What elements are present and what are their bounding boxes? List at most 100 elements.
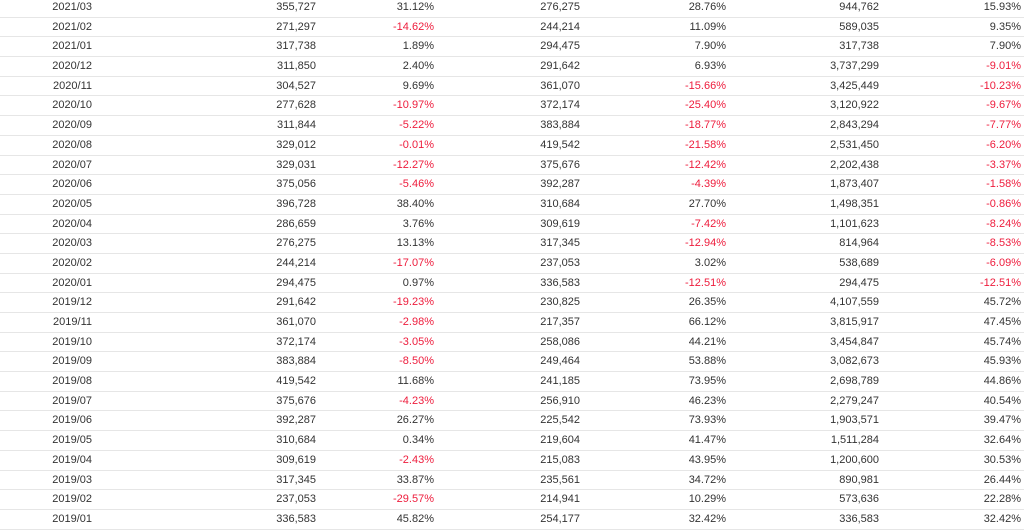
table-row: 2019/11 361,070 -2.98% 217,357 66.12% 3,815,9… — [0, 313, 1024, 333]
table-row: 2020/09 311,844 -5.22% 383,884 -18.77% 2,843,… — [0, 116, 1024, 136]
change-cell-2: 32.42% — [688, 512, 726, 525]
value-cell-2: 249,464 — [540, 355, 580, 368]
change-cell-1: -17.07% — [393, 256, 434, 269]
cumulative-change-cell: -3.37% — [986, 158, 1021, 171]
month-cell: 2020/05 — [52, 197, 92, 210]
value-cell-1: 383,884 — [276, 355, 316, 368]
value-cell-2: 230,825 — [540, 296, 580, 309]
cumulative-value-cell: 2,202,438 — [830, 158, 879, 171]
cumulative-change-cell: 26.44% — [983, 473, 1021, 486]
change-cell-1: 1.89% — [402, 40, 434, 53]
change-cell-1: 0.34% — [402, 434, 434, 447]
cumulative-value-cell: 1,101,623 — [830, 217, 879, 230]
change-cell-2: -15.66% — [685, 79, 726, 92]
change-cell-1: -19.23% — [393, 296, 434, 309]
month-cell: 2020/11 — [53, 79, 92, 92]
cumulative-change-cell: 7.90% — [989, 40, 1021, 53]
cumulative-value-cell: 1,903,571 — [830, 414, 879, 427]
change-cell-1: -12.27% — [393, 158, 434, 171]
change-cell-2: 6.93% — [694, 60, 726, 73]
cumulative-change-cell: 47.45% — [983, 316, 1021, 328]
change-cell-2: 26.35% — [688, 296, 726, 309]
month-cell: 2020/02 — [52, 256, 92, 269]
cumulative-value-cell: 2,531,450 — [830, 138, 879, 151]
change-cell-1: 26.27% — [396, 414, 434, 427]
cumulative-change-cell: 39.47% — [983, 414, 1021, 427]
month-cell: 2019/01 — [52, 512, 92, 525]
cumulative-change-cell: 45.72% — [983, 296, 1021, 309]
cumulative-value-cell: 2,843,294 — [830, 119, 879, 132]
change-cell-2: 73.93% — [688, 414, 726, 427]
month-cell: 2019/09 — [52, 355, 92, 368]
change-cell-2: 41.47% — [688, 434, 726, 447]
table-row: 2020/03 276,275 13.13% 317,345 -12.94% 814,96… — [0, 234, 1024, 254]
value-cell-1: 375,676 — [276, 394, 316, 407]
change-cell-2: 43.95% — [688, 453, 726, 466]
value-cell-1: 419,542 — [276, 375, 316, 388]
change-cell-2: -12.42% — [685, 158, 726, 171]
change-cell-2: 34.72% — [688, 473, 726, 486]
month-cell: 2019/03 — [52, 473, 92, 486]
value-cell-2: 336,583 — [540, 276, 580, 289]
change-cell-2: -4.39% — [691, 178, 726, 191]
value-cell-2: 291,642 — [540, 60, 580, 73]
value-cell-2: 294,475 — [540, 40, 580, 53]
month-cell: 2020/01 — [52, 276, 92, 289]
value-cell-1: 294,475 — [276, 276, 316, 289]
value-cell-1: 392,287 — [276, 414, 316, 427]
month-cell: 2020/08 — [52, 138, 92, 151]
cumulative-change-cell: -6.20% — [986, 138, 1021, 151]
cumulative-change-cell: -9.01% — [986, 60, 1021, 73]
month-cell: 2020/03 — [52, 237, 92, 250]
value-cell-1: 304,527 — [276, 79, 316, 92]
change-cell-1: 3.76% — [402, 217, 434, 230]
month-cell: 2020/10 — [52, 99, 92, 112]
change-cell-1: -29.57% — [393, 493, 434, 506]
cumulative-value-cell: 3,737,299 — [830, 60, 879, 73]
value-cell-2: 217,357 — [540, 316, 580, 328]
cumulative-value-cell: 1,511,284 — [830, 434, 879, 447]
value-cell-1: 310,684 — [276, 434, 316, 447]
cumulative-change-cell: -8.53% — [986, 237, 1021, 250]
value-cell-1: 317,345 — [276, 473, 316, 486]
value-cell-2: 258,086 — [540, 335, 580, 348]
month-cell: 2019/07 — [52, 394, 92, 407]
cumulative-value-cell: 1,200,600 — [830, 453, 879, 466]
table-row: 2021/03 355,727 31.12% 276,275 28.76% 944,762… — [0, 0, 1024, 18]
table-row: 2020/06 375,056 -5.46% 392,287 -4.39% 1,873,4… — [0, 175, 1024, 195]
table-row: 2019/10 372,174 -3.05% 258,086 44.21% 3,454,8… — [0, 333, 1024, 353]
value-cell-2: 235,561 — [540, 473, 580, 486]
cumulative-change-cell: -7.77% — [986, 119, 1021, 132]
value-cell-1: 329,012 — [276, 138, 316, 151]
change-cell-2: 53.88% — [688, 355, 726, 368]
change-cell-1: 2.40% — [402, 60, 434, 73]
change-cell-2: 44.21% — [688, 335, 726, 348]
cumulative-change-cell: 30.53% — [983, 453, 1021, 466]
change-cell-2: -12.51% — [685, 276, 726, 289]
table-row: 2020/07 329,031 -12.27% 375,676 -12.42% 2,202… — [0, 156, 1024, 176]
month-cell: 2019/06 — [52, 414, 92, 427]
table-row: 2019/06 392,287 26.27% 225,542 73.93% 1,903,5… — [0, 411, 1024, 432]
cumulative-value-cell: 1,498,351 — [830, 197, 879, 210]
value-cell-1: 277,628 — [276, 99, 316, 112]
change-cell-2: 7.90% — [694, 40, 726, 53]
value-cell-2: 241,185 — [540, 375, 580, 388]
change-cell-1: -2.98% — [399, 316, 434, 328]
cumulative-value-cell: 2,698,789 — [830, 375, 879, 388]
change-cell-2: -25.40% — [685, 99, 726, 112]
change-cell-1: -5.46% — [399, 178, 434, 191]
cumulative-change-cell: -10.23% — [980, 79, 1021, 92]
change-cell-2: -12.94% — [685, 237, 726, 250]
table-row: 2020/08 329,012 -0.01% 419,542 -21.58% 2,531,… — [0, 136, 1024, 156]
change-cell-2: 10.29% — [688, 493, 726, 506]
cumulative-change-cell: -6.09% — [986, 256, 1021, 269]
cumulative-value-cell: 336,583 — [839, 512, 879, 525]
value-cell-1: 309,619 — [276, 453, 316, 466]
month-cell: 2020/04 — [52, 217, 92, 230]
month-cell: 2021/03 — [52, 1, 92, 13]
month-cell: 2020/06 — [52, 178, 92, 191]
month-cell: 2020/12 — [52, 60, 92, 73]
value-cell-2: 392,287 — [540, 178, 580, 191]
value-cell-1: 237,053 — [276, 493, 316, 506]
